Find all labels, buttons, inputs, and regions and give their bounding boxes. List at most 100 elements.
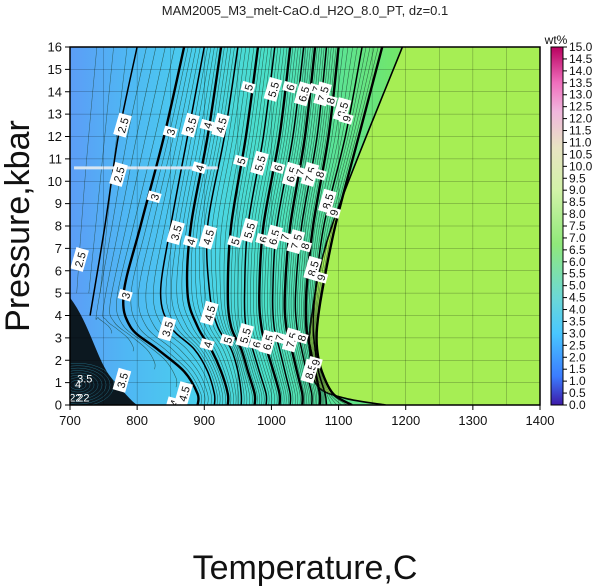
minor-contour — [303, 47, 337, 405]
minor-contour — [297, 47, 330, 405]
colorbar-tick-label: 14.5 — [569, 52, 593, 66]
minor-contour — [237, 47, 269, 405]
contour-label-bg — [117, 288, 133, 302]
colorbar-tick-label: 11.0 — [569, 135, 592, 149]
colorbar-tick-label: 1.0 — [569, 374, 586, 388]
minor-contour — [256, 47, 288, 405]
minor-contour — [267, 47, 299, 405]
contour-labels: 2.52.52.53333.53.53.53.5444444.54.54.54.… — [70, 76, 354, 405]
contour-label-bg — [166, 220, 185, 246]
contour-label-text: 6 — [258, 235, 271, 244]
contour-5.5 — [243, 47, 276, 405]
x-tick-label: 1300 — [458, 413, 487, 428]
contour-label-bg — [307, 356, 323, 369]
contour-label-3.5: 3.5 — [157, 316, 177, 342]
contour-label-text: 3 — [149, 193, 162, 202]
contour-label-text: 9 — [328, 208, 341, 217]
y-tick-label: 3 — [55, 330, 62, 345]
contour-label-5.5: 5.5 — [235, 323, 254, 348]
contour-label-9: 9 — [313, 271, 329, 284]
x-tick-label: 1200 — [391, 413, 420, 428]
minor-contour — [138, 47, 206, 405]
contour-label-text: 6.5 — [297, 85, 313, 103]
colorbar-tick-label: 7.5 — [569, 219, 586, 233]
contour-label-bg — [296, 239, 313, 253]
contour-label-bg — [325, 206, 341, 219]
minor-contour — [230, 47, 262, 405]
y-tick-label: 13 — [48, 107, 62, 122]
contour-label-bg — [109, 161, 128, 187]
contour-label-bg — [219, 333, 235, 347]
contour-label-8: 8 — [296, 239, 313, 253]
colorbar-ticks: 0.00.51.01.52.02.53.03.54.04.55.05.56.06… — [563, 40, 593, 412]
colorbar-title: wt% — [544, 33, 568, 47]
contour-label-bg — [293, 81, 313, 107]
cluster-label: 3.5 — [77, 374, 92, 386]
contour-label-bg — [113, 112, 132, 138]
contour-label-6: 6 — [270, 161, 286, 174]
y-tick-label: 7 — [55, 241, 62, 256]
minor-contour — [145, 47, 209, 405]
colorbar-tick-label: 5.0 — [569, 279, 586, 293]
contour-9 — [315, 47, 384, 405]
dense-contour-ring — [70, 370, 103, 400]
contour-label-9: 9 — [338, 112, 354, 125]
contour-label-5: 5 — [233, 154, 249, 168]
x-tick-label: 700 — [59, 413, 81, 428]
contour-label-bg — [282, 80, 298, 94]
colorbar-tick-label: 12.0 — [569, 112, 593, 126]
contour-label-8: 8 — [293, 331, 309, 345]
contour-label-bg — [157, 316, 177, 342]
contour-label-2.5: 2.5 — [113, 112, 132, 138]
contour-label-text: 6 — [285, 83, 298, 92]
contour-label-3.5: 3.5 — [112, 367, 132, 393]
y-tick-label: 16 — [48, 40, 62, 55]
colorbar-gradient — [550, 46, 564, 406]
y-tick-label: 4 — [55, 308, 62, 323]
y-tick-label: 8 — [55, 219, 62, 234]
contour-8.5 — [312, 47, 363, 405]
minor-contour — [223, 47, 255, 405]
y-tick-label: 9 — [55, 196, 62, 211]
contour-label-text: 5.5 — [253, 155, 269, 173]
y-tick-label: 2 — [55, 353, 62, 368]
minor-contour — [281, 47, 314, 405]
contour-label-4: 4 — [199, 118, 215, 132]
minor-contour — [277, 47, 309, 405]
contour-label-bg — [276, 230, 292, 244]
contour-label-text: 7 — [274, 334, 287, 343]
contour-label-text: 9 — [310, 358, 323, 367]
contour-label-bg — [181, 112, 200, 138]
minor-contour — [250, 47, 282, 405]
minor-contour — [219, 47, 251, 405]
colorbar-tick-label: 4.0 — [569, 303, 586, 317]
x-tick-label: 900 — [193, 413, 215, 428]
contour-label-bg — [233, 154, 249, 168]
contour-label-4.5: 4.5 — [211, 112, 230, 138]
contour-label-text: 3 — [120, 291, 133, 300]
contour-label-bg — [112, 367, 132, 393]
contour-label-bg — [227, 235, 243, 248]
contour-label-text: 5 — [230, 237, 243, 246]
x-tick-label: 800 — [126, 413, 148, 428]
contour-label-4: 4 — [199, 338, 215, 351]
minor-contour — [309, 47, 353, 405]
minor-contour — [315, 47, 375, 405]
contour-label-7: 7 — [276, 230, 292, 244]
colorbar-tick-label: 9.5 — [569, 171, 586, 185]
contour-label-5.5: 5.5 — [263, 76, 283, 102]
colorbar-tick-label: 8.0 — [569, 207, 586, 221]
contour-label-text: 3.5 — [169, 224, 185, 242]
contour-label-bg — [293, 331, 309, 345]
contour-label-text: 2.5 — [73, 251, 89, 269]
contour-label-bg — [263, 76, 283, 102]
colorbar-tick-label: 15.0 — [569, 40, 593, 54]
contour-label-text: 2.5 — [116, 117, 132, 135]
colorbar-tick-label: 10.0 — [569, 159, 593, 173]
contour-label-text: 4.5 — [177, 385, 193, 403]
minor-contour — [299, 47, 332, 405]
contour-label-bg — [240, 80, 256, 94]
y-tick-label: 5 — [55, 286, 62, 301]
